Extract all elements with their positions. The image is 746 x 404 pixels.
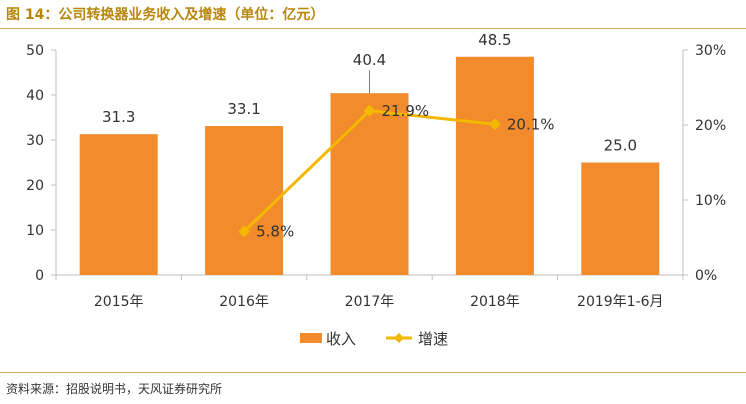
- growth-point: [488, 118, 501, 131]
- figure-title: 图 14：公司转换器业务收入及增速（单位：亿元）: [6, 7, 325, 23]
- bar-value-label: 40.4: [353, 51, 386, 69]
- y-right-tick-label: 20%: [695, 118, 726, 134]
- growth-value-label: 5.8%: [256, 223, 294, 241]
- growth-value-label: 21.9%: [382, 102, 430, 120]
- x-tick-label: 2017年: [345, 294, 395, 310]
- y-left-tick-label: 0: [35, 268, 44, 284]
- x-tick-label: 2019年1-6月: [577, 294, 664, 310]
- y-left-tick-label: 20: [26, 178, 44, 194]
- legend-label-bar: 收入: [326, 330, 356, 348]
- y-left-tick-label: 50: [26, 43, 44, 59]
- growth-value-label: 20.1%: [507, 115, 555, 133]
- top-divider: [0, 28, 746, 29]
- x-tick-label: 2018年: [470, 294, 520, 310]
- bar: [79, 134, 158, 275]
- y-right-tick-label: 10%: [695, 193, 726, 209]
- y-left-tick-label: 40: [26, 88, 44, 104]
- legend-swatch-marker: [394, 333, 404, 343]
- bar-value-label: 25.0: [604, 137, 637, 155]
- bar: [205, 126, 284, 275]
- bar: [330, 93, 409, 275]
- bar: [455, 56, 534, 275]
- growth-point: [363, 104, 376, 117]
- y-right-tick-label: 30%: [695, 43, 726, 59]
- x-tick-label: 2016年: [219, 294, 269, 310]
- bar: [581, 162, 660, 275]
- bar-value-label: 33.1: [227, 100, 260, 118]
- legend-label-line: 增速: [418, 330, 448, 348]
- bar-value-label: 48.5: [478, 31, 511, 49]
- y-left-tick-label: 30: [26, 133, 44, 149]
- growth-point: [238, 225, 251, 238]
- y-left-tick-label: 10: [26, 223, 44, 239]
- source-note: 资料来源：招股说明书，天风证券研究所: [6, 382, 223, 396]
- x-tick-label: 2015年: [94, 294, 144, 310]
- y-right-tick-label: 0%: [695, 268, 717, 284]
- bottom-divider: [0, 372, 746, 373]
- legend-swatch-bar: [300, 333, 322, 343]
- bar-value-label: 31.3: [102, 108, 135, 126]
